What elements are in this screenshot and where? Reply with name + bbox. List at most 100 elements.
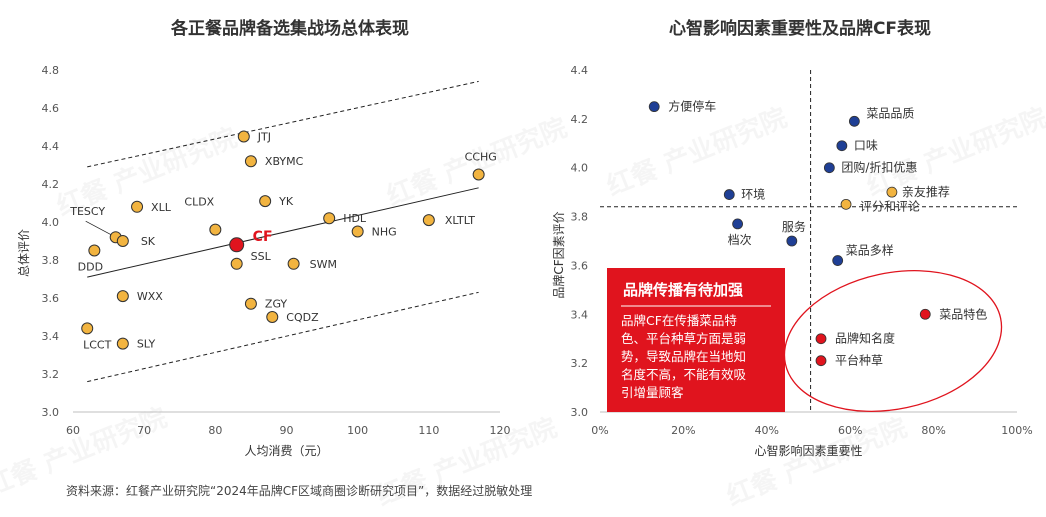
right-x-axis-label: 心智影响因素重要性 (754, 443, 862, 458)
right-point-label: 服务 (782, 219, 806, 234)
right-point-label: 口味 (854, 139, 878, 153)
left-point-label: CQDZ (286, 311, 319, 324)
left-y-tick-label: 4.2 (42, 178, 60, 191)
right-callout-box (607, 268, 785, 412)
right-point-label: 方便停车 (668, 99, 716, 114)
right-callout-line: 色、平台种草方面是弱 (621, 331, 746, 346)
right-highlight-ellipse (783, 270, 1003, 412)
source-note: 资料来源：红餐产业研究院“2024年品牌CF区域商圈诊断研究项目”，数据经过脱敏… (66, 484, 533, 498)
right-y-tick-label: 3.6 (571, 259, 589, 272)
left-point-cf (229, 237, 245, 253)
left-lower-band-line (87, 291, 479, 383)
left-point-label: JTJ (257, 131, 271, 144)
left-point (116, 235, 129, 247)
left-point (266, 311, 279, 323)
left-point (422, 214, 435, 227)
left-point-label: SWM (310, 258, 337, 271)
right-callout-line: 势，导致品牌在当地知 (621, 349, 746, 364)
right-x-tick-label: 40% (755, 424, 779, 437)
left-point (237, 130, 250, 143)
right-point (836, 140, 848, 152)
left-point-label: NHG (372, 226, 397, 239)
left-point-label: SSL (251, 250, 272, 263)
right-y-axis-label: 品牌CF因素评价 (552, 211, 566, 298)
right-point (919, 308, 931, 320)
left-y-tick-label: 3.0 (42, 406, 60, 419)
watermark: 红餐 产业研究院 (722, 412, 911, 512)
left-point (116, 290, 129, 303)
left-point (472, 168, 485, 181)
left-point (287, 257, 300, 270)
right-x-tick-label: 100% (1001, 424, 1032, 437)
left-point (88, 244, 101, 257)
left-y-tick-label: 4.4 (42, 140, 60, 153)
left-x-tick-label: 60 (66, 424, 80, 437)
right-x-tick-label: 0% (591, 424, 608, 437)
left-point (323, 212, 336, 225)
right-point-label: 评分和评论 (860, 199, 920, 213)
right-callout-line: 品牌CF在传播菜品特 (621, 313, 737, 328)
left-y-tick-label: 4.8 (42, 64, 60, 77)
right-point-label: 品牌知名度 (835, 331, 895, 346)
right-point-label: 平台种草 (835, 353, 883, 368)
left-point-label: XLTLT (445, 214, 475, 227)
right-x-tick-label: 80% (921, 424, 945, 437)
right-point (732, 218, 744, 230)
right-x-tick-label: 20% (671, 424, 695, 437)
right-point (840, 198, 852, 210)
left-x-tick-label: 70 (137, 424, 151, 437)
left-point-label: HDL (343, 212, 367, 225)
right-point-label: 环境 (741, 187, 765, 202)
left-y-tick-label: 3.6 (42, 292, 60, 305)
left-point-label: SK (141, 235, 156, 248)
right-chart-title: 心智影响因素重要性及品牌CF表现 (668, 19, 932, 39)
left-point-label: YK (278, 195, 294, 208)
left-point (230, 257, 243, 270)
left-trend-line (87, 187, 479, 278)
left-point-label: LCCT (83, 338, 111, 351)
left-point (244, 297, 257, 310)
left-x-axis-label: 人均消费（元） (244, 444, 328, 458)
left-y-tick-label: 3.8 (42, 254, 60, 267)
right-point (786, 235, 798, 247)
left-point (116, 337, 129, 350)
left-point (209, 223, 222, 236)
left-point-label: CF (253, 229, 273, 245)
left-point-label: CCHG (465, 151, 497, 164)
left-point-label: XLL (151, 201, 172, 214)
left-x-tick-label: 100 (347, 424, 368, 437)
left-point-label: ZGY (265, 298, 288, 311)
right-point (815, 355, 827, 367)
right-callout-line: 引增量顾客 (621, 385, 684, 400)
left-chart-title: 各正餐品牌备选集战场总体表现 (171, 19, 409, 39)
left-point-label: DDD (78, 261, 103, 274)
left-y-tick-label: 3.2 (42, 368, 60, 381)
right-y-tick-label: 4.2 (571, 113, 589, 126)
left-point (259, 195, 272, 208)
left-point (351, 225, 364, 238)
right-x-tick-label: 60% (838, 424, 862, 437)
left-y-tick-label: 3.4 (42, 330, 60, 343)
left-x-tick-label: 120 (490, 424, 511, 437)
left-point-label: TESCY (69, 205, 105, 218)
right-point (723, 189, 735, 200)
right-y-tick-label: 3.0 (571, 406, 589, 419)
right-point-label: 菜品品质 (866, 106, 914, 120)
right-point (848, 115, 860, 127)
right-point-label: 菜品多样 (846, 243, 894, 258)
right-point (832, 255, 844, 266)
right-point (886, 186, 898, 198)
left-x-tick-label: 90 (280, 424, 294, 437)
right-point-label: 亲友推荐 (902, 185, 950, 199)
left-point-label: XBYMC (265, 155, 304, 168)
right-y-tick-label: 4.0 (571, 162, 589, 175)
right-point (815, 333, 827, 345)
left-y-tick-label: 4.0 (42, 216, 60, 229)
right-callout-line: 名度不高，不能有效吸 (621, 367, 747, 382)
right-point-label: 档次 (728, 233, 752, 247)
left-point-label: CLDX (184, 196, 214, 209)
right-point-label: 团购/折扣优惠 (841, 160, 917, 175)
right-y-tick-label: 3.4 (571, 308, 589, 321)
left-point (131, 200, 144, 213)
